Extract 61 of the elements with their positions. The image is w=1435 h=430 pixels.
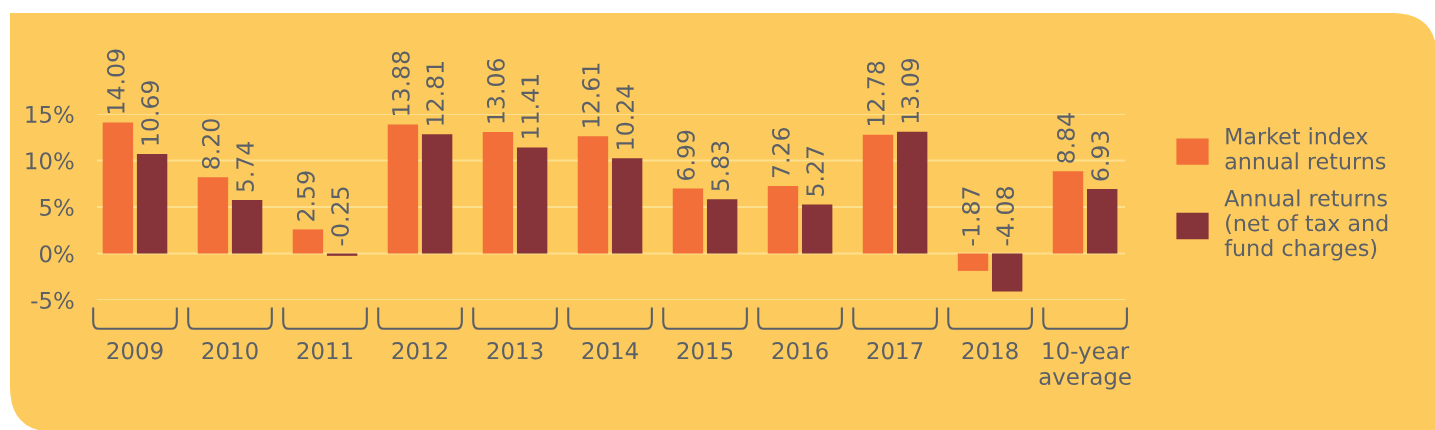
data-label: 12.61: [581, 63, 600, 127]
x-tick-label: 10-year average: [1039, 342, 1131, 390]
bar: [516, 147, 548, 254]
x-tick-label: 2014: [582, 342, 638, 360]
x-tick-label: 2011: [297, 342, 353, 360]
bar: [862, 134, 894, 254]
bar: [387, 124, 419, 254]
data-label: 5.74: [236, 141, 254, 192]
x-tick-label: 2010: [202, 342, 258, 360]
data-label: 8.84: [1056, 113, 1075, 163]
bar: [197, 177, 229, 254]
data-label: 12.78: [866, 61, 885, 126]
data-label: 6.99: [676, 130, 695, 180]
bar: [801, 204, 833, 254]
x-tick-label: 2013: [487, 342, 543, 360]
bar: [672, 188, 704, 254]
bar: [136, 154, 168, 254]
y-tick-label: 15%: [26, 105, 74, 124]
x-tick-label: 2012: [392, 342, 447, 360]
bar: [231, 200, 263, 254]
data-label: 12.81: [426, 62, 444, 125]
data-label: 14.09: [106, 49, 125, 113]
bar: [421, 134, 453, 254]
bar: [577, 136, 609, 254]
bar: [611, 158, 643, 254]
data-label: -1.87: [961, 187, 980, 246]
legend-label: Annual returns (net of tax and fund charges): [1224, 189, 1388, 261]
bar: [706, 199, 738, 254]
data-label: 6.93: [1091, 131, 1110, 181]
data-label: 11.41: [521, 75, 539, 138]
bar: [896, 131, 928, 254]
x-tick-label: 2017: [867, 342, 923, 360]
bar: [1087, 189, 1118, 254]
bar: [957, 253, 989, 271]
data-label: 7.26: [771, 127, 790, 178]
x-tick-label: 2009: [107, 342, 163, 360]
data-label: 13.09: [901, 58, 920, 123]
x-tick-label: 2018: [962, 342, 1018, 360]
bar: [292, 229, 324, 254]
data-label: 5.83: [711, 141, 730, 191]
bar: [102, 122, 134, 254]
data-label: 10.24: [616, 85, 634, 149]
data-label: 8.20: [201, 119, 220, 169]
bar: [482, 132, 514, 254]
data-label: 2.59: [296, 171, 315, 221]
bar: [1052, 171, 1084, 254]
data-label: -0.25: [331, 187, 349, 246]
y-tick-label: -5%: [31, 291, 74, 310]
y-tick-label: 10%: [26, 152, 74, 170]
data-label: 5.27: [806, 146, 825, 196]
x-tick-label: 2015: [677, 342, 733, 360]
y-tick-label: 0%: [39, 245, 74, 263]
bar: [991, 253, 1023, 292]
bar: [767, 185, 799, 254]
legend-label: Market index annual returns: [1225, 127, 1386, 170]
data-label: -4.08: [996, 187, 1015, 246]
data-label: 13.06: [486, 58, 505, 123]
x-tick-label: 2016: [772, 342, 828, 360]
data-label: 10.69: [141, 81, 159, 145]
data-label: 13.88: [391, 51, 410, 115]
y-tick-label: 5%: [40, 198, 74, 217]
